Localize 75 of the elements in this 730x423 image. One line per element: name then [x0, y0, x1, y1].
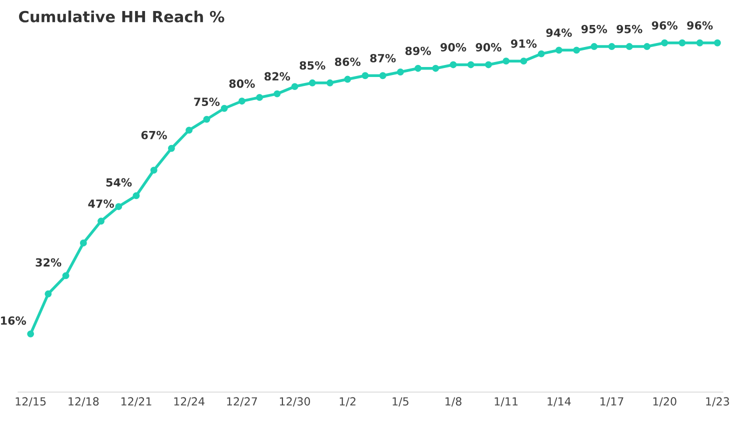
x-tick-label: 12/24: [174, 397, 204, 406]
point: [502, 58, 510, 65]
point: [291, 83, 298, 90]
point: [203, 116, 210, 123]
data-label: 67%: [141, 130, 167, 140]
point: [168, 144, 175, 152]
point: [44, 290, 52, 298]
data-label: 80%: [229, 79, 255, 88]
x-tick-label: 1/5: [392, 397, 408, 406]
x-tick-label: 1/2: [340, 397, 356, 406]
x-tick-label: 1/11: [494, 397, 518, 406]
data-label: 86%: [334, 58, 361, 66]
point: [27, 330, 34, 338]
point: [450, 61, 457, 68]
point: [362, 72, 369, 80]
point: [590, 43, 598, 50]
point: [696, 39, 704, 46]
point: [467, 61, 474, 68]
data-label: 16%: [1, 316, 26, 325]
data-label: 87%: [370, 54, 396, 62]
point: [714, 39, 721, 46]
point: [520, 58, 528, 65]
point: [115, 203, 122, 210]
point: [308, 79, 316, 86]
x-tick-label: 12/15: [16, 397, 46, 406]
point: [150, 166, 158, 174]
point: [608, 43, 616, 50]
x-tick-label: 1/20: [653, 397, 676, 406]
data-label: 96%: [652, 21, 678, 30]
point: [644, 43, 650, 50]
data-label: 85%: [300, 61, 326, 70]
x-tick-label: 12/27: [227, 397, 257, 406]
data-label: 47%: [88, 199, 114, 208]
point: [538, 50, 545, 58]
point: [186, 126, 193, 134]
data-label: 75%: [194, 98, 220, 106]
x-tick-label: 1/17: [600, 397, 624, 406]
point: [274, 90, 281, 98]
point: [661, 39, 668, 46]
point: [626, 43, 633, 50]
data-label: 94%: [546, 28, 572, 37]
point: [80, 240, 87, 246]
data-label: 32%: [36, 258, 62, 267]
x-tick-label: 12/30: [280, 397, 310, 406]
point: [98, 218, 104, 225]
data-label: 89%: [405, 46, 431, 56]
point: [573, 46, 580, 54]
data-label: 95%: [581, 24, 608, 34]
data-label: 91%: [510, 39, 537, 48]
data-label: 90%: [440, 43, 466, 52]
point: [396, 68, 404, 76]
point: [678, 39, 686, 46]
x-tick-label: 1/8: [446, 397, 462, 406]
data-label: 82%: [264, 72, 290, 81]
point: [344, 76, 352, 83]
data-label: 95%: [616, 24, 642, 34]
point: [485, 61, 492, 68]
point: [238, 98, 246, 105]
x-tick-label: 1/23: [706, 397, 729, 406]
x-tick-label: 12/18: [68, 397, 99, 406]
point: [326, 79, 334, 86]
point: [256, 94, 263, 101]
point: [220, 104, 228, 112]
x-tick-label: 1/14: [548, 397, 571, 406]
data-label: 96%: [687, 21, 713, 30]
point: [379, 72, 386, 80]
point: [432, 64, 440, 72]
data-label: 54%: [106, 178, 132, 187]
data-label: 90%: [476, 43, 502, 52]
chart-title: Cumulative HH Reach %: [19, 10, 224, 22]
point: [62, 272, 70, 280]
point: [132, 192, 140, 200]
point: [414, 64, 422, 72]
x-tick-label: 12/21: [121, 397, 152, 406]
point: [555, 46, 562, 54]
